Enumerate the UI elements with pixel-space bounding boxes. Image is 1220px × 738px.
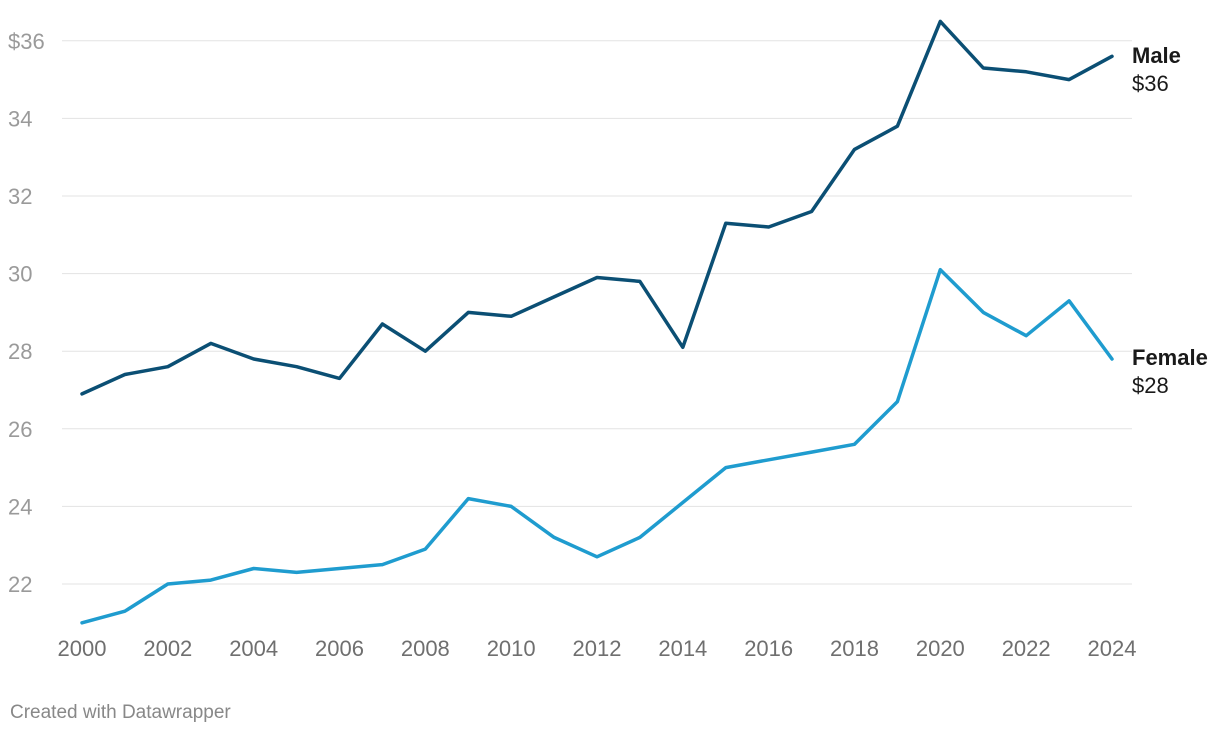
series-value-male: $36 [1132, 71, 1169, 96]
series-value-female: $28 [1132, 373, 1169, 398]
series-label-female: Female [1132, 345, 1208, 370]
y-tick-label: 28 [8, 339, 32, 364]
y-tick-label: 32 [8, 184, 32, 209]
x-tick-label: 2016 [744, 636, 793, 661]
x-tick-label: 2022 [1002, 636, 1051, 661]
x-tick-label: 2006 [315, 636, 364, 661]
series-line-female [80, 267, 1114, 625]
x-tick-label: 2010 [487, 636, 536, 661]
y-axis: 22 24 26 28 30 32 34 $36 [8, 29, 45, 597]
series-label-male: Male [1132, 43, 1181, 68]
series-labels: Male $36 Female $28 [1132, 43, 1208, 398]
x-tick-label: 2018 [830, 636, 879, 661]
series-lines [80, 19, 1114, 625]
x-tick-label: 2004 [229, 636, 278, 661]
y-tick-label: 24 [8, 494, 32, 519]
x-tick-label: 2020 [916, 636, 965, 661]
y-tick-label: 34 [8, 106, 32, 131]
x-axis: 2000 2002 2004 2006 2008 2010 2012 2014 2016 2018… [58, 636, 1137, 661]
y-tick-label: 22 [8, 572, 32, 597]
x-tick-label: 2014 [658, 636, 707, 661]
y-tick-label: 26 [8, 417, 32, 442]
x-tick-label: 2024 [1088, 636, 1137, 661]
x-tick-label: 2008 [401, 636, 450, 661]
y-tick-label: $36 [8, 29, 45, 54]
credit-text: Created with Datawrapper [10, 702, 231, 723]
x-tick-label: 2002 [143, 636, 192, 661]
x-tick-label: 2012 [573, 636, 622, 661]
y-tick-label: 30 [8, 262, 32, 287]
gridlines [62, 40, 1132, 585]
series-line-male [80, 19, 1114, 396]
x-tick-label: 2000 [58, 636, 107, 661]
